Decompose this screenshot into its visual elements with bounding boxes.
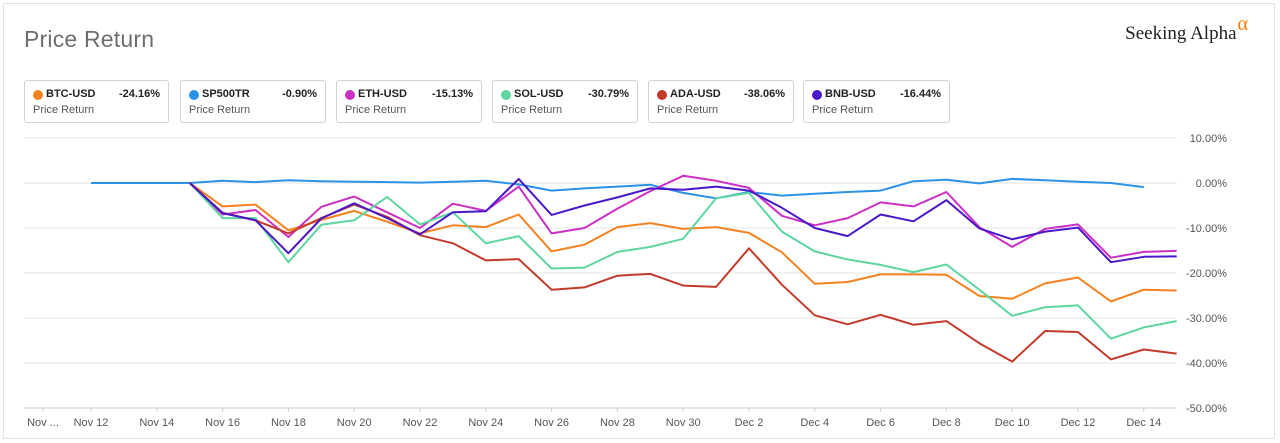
x-tick-label: Nov 16	[205, 417, 240, 429]
legend-return-value: -24.16%	[119, 88, 160, 100]
legend-subtitle: Price Return	[501, 104, 563, 116]
x-tick-label: Dec 4	[800, 417, 829, 429]
y-tick-label: -20.00%	[1186, 268, 1227, 280]
sol-usd-color-dot	[501, 90, 511, 100]
x-tick-label: Nov 14	[139, 417, 174, 429]
legend-ticker: ADA-USD	[670, 88, 721, 100]
sp500tr-color-dot	[189, 90, 199, 100]
legend-ticker: SOL-USD	[514, 88, 564, 100]
x-tick-label: Nov 18	[271, 417, 306, 429]
legend-ticker: BNB-USD	[825, 88, 876, 100]
legend-subtitle: Price Return	[189, 104, 251, 116]
page-title: Price Return	[24, 26, 155, 52]
series-line-bnb-usd	[189, 177, 1177, 264]
legend-item-eth-usd[interactable]: ETH-USD -15.13% Price Return	[336, 80, 482, 123]
y-tick-label: 10.00%	[1190, 133, 1228, 145]
legend-subtitle: Price Return	[812, 104, 874, 116]
y-tick-label: -40.00%	[1186, 358, 1227, 370]
legend-subtitle: Price Return	[33, 104, 95, 116]
legend-item-btc-usd[interactable]: BTC-USD -24.16% Price Return	[24, 80, 169, 123]
x-tick-label: Nov 28	[600, 417, 635, 429]
ada-usd-color-dot	[657, 90, 667, 100]
legend-return-value: -0.90%	[282, 88, 317, 100]
legend-item-ada-usd[interactable]: ADA-USD -38.06% Price Return	[648, 80, 794, 123]
legend-return-value: -38.06%	[744, 88, 785, 100]
x-tick-label: Nov 12	[74, 417, 109, 429]
y-tick-label: -50.00%	[1186, 403, 1227, 415]
series-line-ada-usd	[189, 182, 1177, 363]
eth-usd-color-dot	[345, 90, 355, 100]
brand-name: Seeking Alpha	[1125, 23, 1237, 44]
x-tick-label: Dec 2	[735, 417, 764, 429]
chart-frame	[3, 3, 1275, 439]
x-tick-label: Nov 20	[337, 417, 372, 429]
legend-ticker: SP500TR	[202, 88, 250, 100]
legend-return-value: -30.79%	[588, 88, 629, 100]
legend-item-sol-usd[interactable]: SOL-USD -30.79% Price Return	[492, 80, 638, 123]
series-line-sol-usd	[188, 182, 1177, 340]
x-tick-label: Dec 12	[1061, 417, 1096, 429]
legend-subtitle: Price Return	[345, 104, 407, 116]
x-tick-label: Dec 14	[1126, 417, 1161, 429]
series-line-btc-usd	[189, 182, 1177, 303]
seeking-alpha-logo: Seeking Alphaα	[1125, 13, 1248, 45]
x-tick-label: Dec 8	[932, 417, 961, 429]
bnb-usd-color-dot	[812, 90, 822, 100]
legend-subtitle: Price Return	[657, 104, 719, 116]
alpha-mark: α	[1237, 13, 1248, 35]
y-tick-label: 0.00%	[1196, 178, 1227, 190]
y-tick-label: -10.00%	[1186, 223, 1227, 235]
x-tick-label: Dec 6	[866, 417, 895, 429]
x-tick-label: Nov 24	[468, 417, 503, 429]
y-tick-label: -30.00%	[1186, 313, 1227, 325]
legend-item-sp500tr[interactable]: SP500TR -0.90% Price Return	[180, 80, 326, 123]
legend-return-value: -15.13%	[432, 88, 473, 100]
series-line-eth-usd	[189, 174, 1177, 259]
series-line-sp500tr	[91, 177, 1144, 200]
x-tick-label: Nov 30	[666, 417, 701, 429]
legend-item-bnb-usd[interactable]: BNB-USD -16.44% Price Return	[803, 80, 950, 123]
x-tick-label: Nov 22	[403, 417, 438, 429]
legend-ticker: ETH-USD	[358, 88, 407, 100]
x-tick-label: Dec 10	[995, 417, 1030, 429]
x-tick-label: Nov 26	[534, 417, 569, 429]
x-tick-label: Nov ...	[27, 417, 59, 429]
btc-usd-color-dot	[33, 90, 43, 100]
legend-return-value: -16.44%	[900, 88, 941, 100]
legend-ticker: BTC-USD	[46, 88, 96, 100]
